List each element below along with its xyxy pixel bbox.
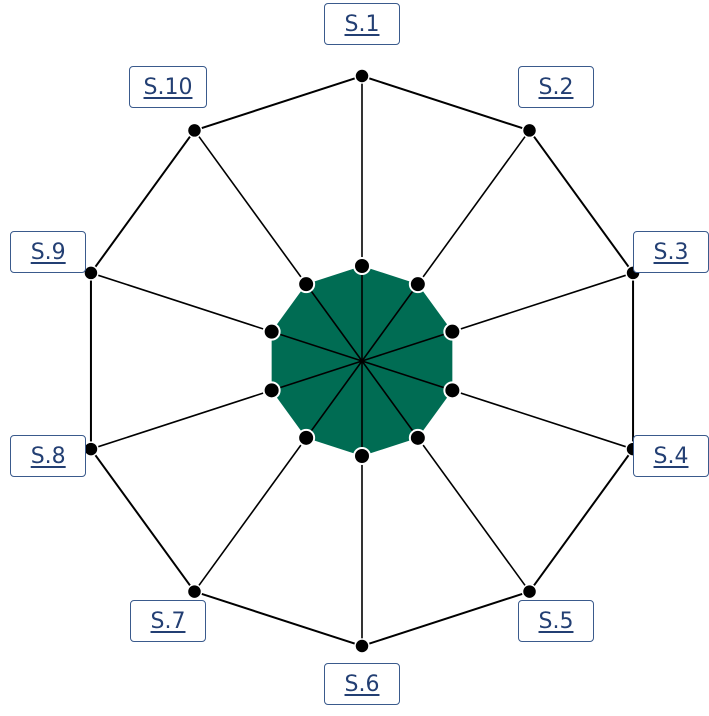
axis-spoke-7 <box>193 360 363 593</box>
data-point-6 <box>353 447 371 465</box>
axis-label-10[interactable]: S.10 <box>129 66 207 108</box>
axis-end-point-1 <box>354 68 370 84</box>
axis-end-point-8 <box>83 441 99 457</box>
data-point-3 <box>443 322 462 341</box>
axis-label-2[interactable]: S.2 <box>518 66 594 108</box>
data-point-4 <box>443 381 462 400</box>
axis-label-6[interactable]: S.6 <box>324 663 400 705</box>
axis-end-point-6 <box>354 638 370 654</box>
data-point-5 <box>408 428 427 447</box>
axis-end-point-9 <box>83 265 99 281</box>
axis-spoke-4 <box>361 360 634 450</box>
axis-spoke-2 <box>361 129 531 362</box>
data-point-2 <box>408 275 427 294</box>
axis-label-4[interactable]: S.4 <box>633 435 709 477</box>
axis-label-7[interactable]: S.7 <box>130 600 206 642</box>
axis-spoke-8 <box>90 360 363 450</box>
data-point-10 <box>297 275 316 294</box>
axis-label-3[interactable]: S.3 <box>633 231 709 273</box>
axis-end-point-2 <box>521 122 538 139</box>
axis-end-point-10 <box>186 122 203 139</box>
data-point-1 <box>353 257 371 275</box>
axis-end-point-5 <box>521 583 538 600</box>
data-point-7 <box>297 428 316 447</box>
axis-spoke-10 <box>193 129 363 362</box>
axis-spoke-5 <box>361 360 531 593</box>
data-point-8 <box>262 381 281 400</box>
data-point-9 <box>262 322 281 341</box>
axis-label-5[interactable]: S.5 <box>518 600 594 642</box>
axis-label-8[interactable]: S.8 <box>10 435 87 477</box>
axis-label-1[interactable]: S.1 <box>324 3 400 45</box>
axis-spoke-9 <box>90 272 363 362</box>
axis-label-9[interactable]: S.9 <box>10 231 87 273</box>
axis-spoke-3 <box>361 272 634 362</box>
axis-end-point-7 <box>186 583 203 600</box>
